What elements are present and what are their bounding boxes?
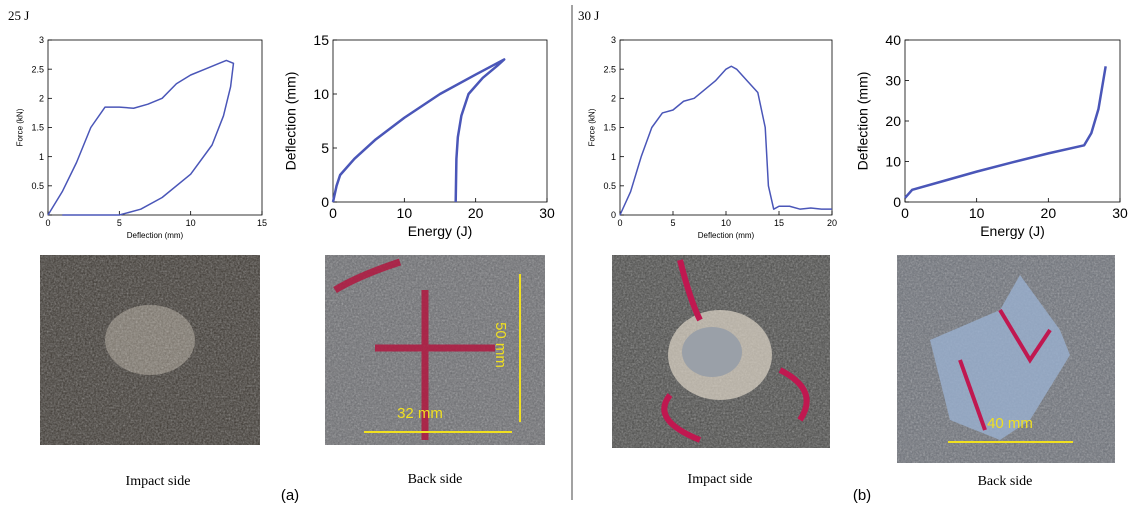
x-tick-label: 20: [1041, 205, 1057, 221]
y-tick-label: 0: [321, 194, 329, 210]
x-axis-label: Energy (J): [980, 223, 1045, 239]
photo-annotation: 50 mm: [492, 322, 509, 368]
photo: [897, 255, 1115, 463]
y-tick-label: 3: [39, 35, 44, 45]
x-tick-label: 0: [329, 205, 337, 221]
y-tick-label: 20: [885, 113, 901, 129]
y-axis-label: Deflection (mm): [282, 72, 298, 171]
y-tick-label: 0: [611, 210, 616, 220]
y-tick-label: 0: [39, 210, 44, 220]
y-tick-label: 2: [39, 93, 44, 103]
x-tick-label: 10: [721, 218, 731, 228]
panel-label: (a): [281, 487, 299, 504]
y-tick-label: 3: [611, 35, 616, 45]
x-tick-label: 0: [901, 205, 909, 221]
photo-caption: Impact side: [688, 472, 753, 487]
x-tick-label: 5: [670, 218, 675, 228]
plot-frame: [332, 39, 548, 203]
y-tick-label: 1: [39, 152, 44, 162]
photo-annotation: 40 mm: [987, 415, 1033, 432]
x-tick-label: 20: [827, 218, 837, 228]
y-tick-label: 10: [885, 153, 901, 169]
x-tick-label: 10: [969, 205, 985, 221]
y-tick-label: 10: [313, 86, 329, 102]
panel-label: (b): [853, 487, 871, 504]
data-line: [619, 65, 832, 216]
x-axis-label: Deflection (mm): [698, 231, 755, 240]
x-tick-label: 30: [539, 205, 555, 221]
x-tick-label: 0: [617, 218, 622, 228]
energy-label: 25 J: [8, 8, 29, 23]
photo-annotation: 32 mm: [397, 405, 443, 422]
y-tick-label: 15: [313, 32, 329, 48]
data-line: [904, 66, 1107, 199]
plot-frame: [904, 39, 1121, 203]
x-tick-label: 0: [45, 218, 50, 228]
y-tick-label: 1: [611, 152, 616, 162]
data-line: [331, 58, 506, 203]
y-tick-label: 5: [321, 140, 329, 156]
y-tick-label: 0.5: [31, 181, 44, 191]
y-axis-label: Force (kN): [587, 108, 596, 146]
x-axis-label: Energy (J): [408, 223, 473, 239]
y-tick-label: 0: [893, 194, 901, 210]
y-tick-label: 40: [885, 32, 901, 48]
y-tick-label: 1.5: [31, 123, 44, 133]
y-tick-label: 0.5: [603, 181, 616, 191]
x-tick-label: 20: [468, 205, 484, 221]
photo: [40, 255, 260, 445]
y-tick-label: 2: [611, 93, 616, 103]
photo-caption: Back side: [978, 474, 1033, 489]
y-tick-label: 2.5: [603, 64, 616, 74]
x-tick-label: 15: [774, 218, 784, 228]
x-tick-label: 15: [257, 218, 267, 228]
y-tick-label: 1.5: [603, 123, 616, 133]
photo-caption: Back side: [408, 472, 463, 487]
y-tick-label: 30: [885, 72, 901, 88]
photo-caption: Impact side: [126, 474, 191, 489]
x-tick-label: 30: [1112, 205, 1128, 221]
data-line: [47, 59, 235, 216]
y-axis-label: Deflection (mm): [854, 72, 870, 171]
y-tick-label: 2.5: [31, 64, 44, 74]
photo: [612, 255, 830, 448]
photo: [325, 255, 545, 445]
x-axis-label: Deflection (mm): [127, 231, 184, 240]
y-axis-label: Force (kN): [15, 108, 24, 146]
x-tick-label: 10: [186, 218, 196, 228]
x-tick-label: 10: [397, 205, 413, 221]
energy-label: 30 J: [578, 8, 599, 23]
plot-frame: [47, 39, 263, 216]
x-tick-label: 5: [117, 218, 122, 228]
